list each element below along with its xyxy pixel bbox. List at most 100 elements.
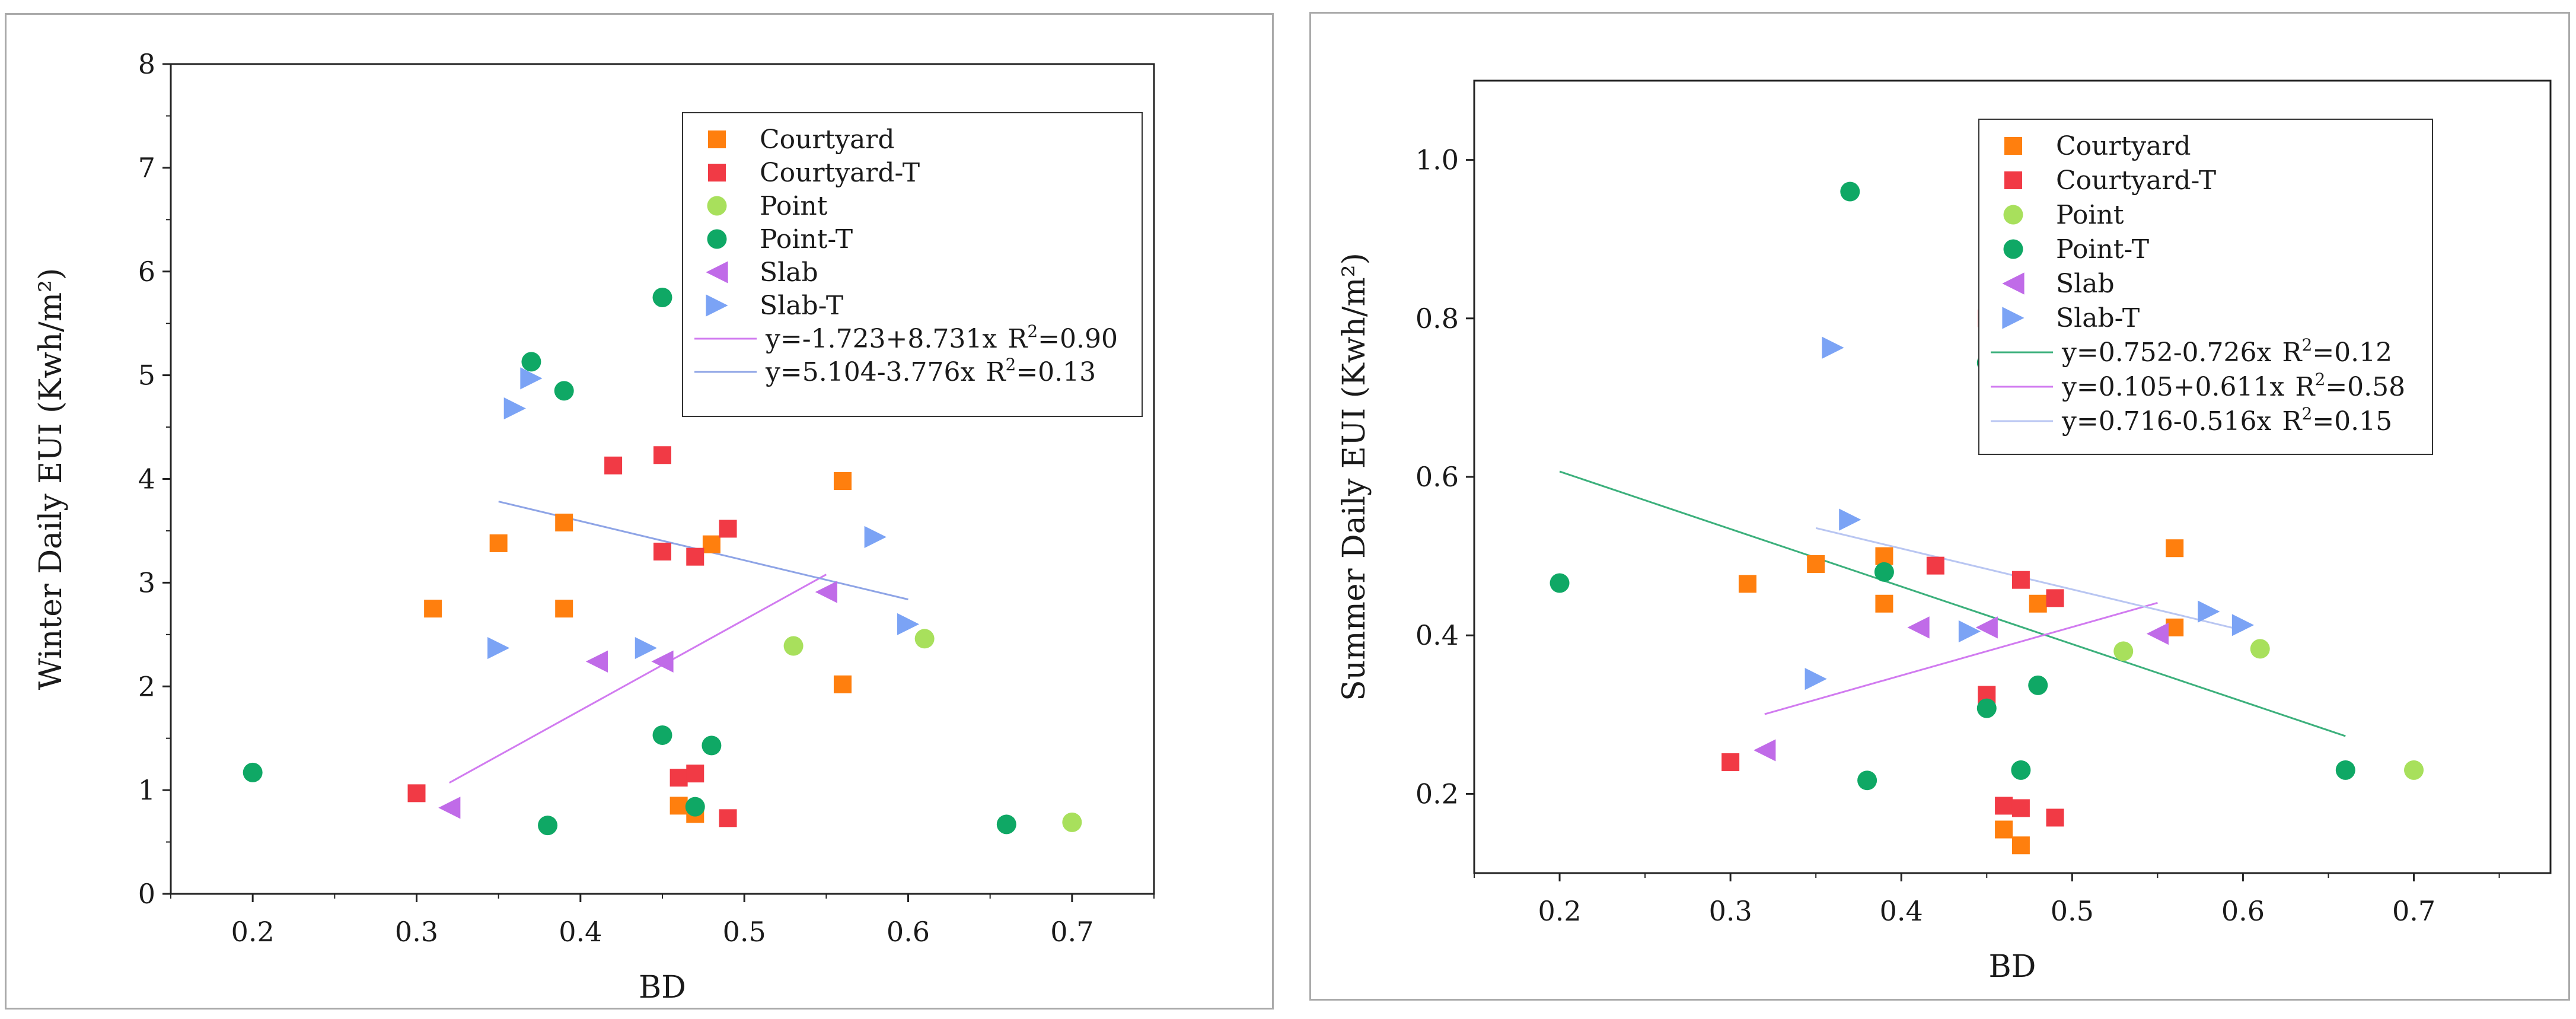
data-point	[424, 600, 442, 618]
x-tick-label: 0.4	[559, 916, 602, 948]
legend-label: Point-T	[760, 224, 853, 254]
legend-label: Slab-T	[760, 291, 843, 321]
data-point	[897, 613, 920, 635]
legend-box	[1978, 119, 2433, 455]
data-point	[1807, 555, 1825, 573]
fit-r2-value: =0.58	[2325, 372, 2405, 402]
data-point	[1550, 573, 1570, 593]
series-point	[783, 629, 1082, 832]
data-point	[2404, 760, 2424, 780]
legend-marker	[707, 229, 727, 249]
fit-r2-value: =0.90	[1038, 324, 1118, 354]
legend-label: Courtyard-T	[760, 158, 920, 188]
data-point	[653, 446, 671, 464]
legend-label: Courtyard	[2056, 131, 2191, 161]
legend-label: Slab-T	[2056, 303, 2140, 333]
fit-line	[449, 574, 827, 784]
y-tick-label: 3	[138, 566, 155, 598]
y-axis-label: Summer Daily EUI (Kwh/m²)	[1337, 253, 1372, 701]
x-axis-label: BD	[1989, 949, 2036, 985]
legend-fit-equation: y=5.104-3.776x R2=0.13	[765, 355, 1096, 387]
y-tick-label: 0.4	[1415, 619, 1459, 651]
data-point	[538, 816, 558, 836]
data-point	[2146, 622, 2169, 645]
legend-marker	[707, 196, 727, 216]
fit-r2-value: =0.12	[2312, 337, 2392, 368]
fit-equation: y=0.716-0.516x	[2061, 406, 2272, 437]
fit-r2-label: R	[1008, 324, 1028, 354]
y-tick-label: 0.6	[1415, 461, 1459, 493]
fit-equation: y=5.104-3.776x	[765, 357, 975, 387]
data-point	[833, 472, 852, 490]
legend-fit-equation: y=0.716-0.516x R2=0.15	[2061, 404, 2392, 437]
data-point	[1738, 575, 1756, 593]
data-point	[651, 650, 674, 673]
data-point	[1995, 820, 2013, 839]
data-point	[503, 397, 526, 420]
series-slab	[438, 581, 837, 819]
x-tick-label: 0.7	[1050, 916, 1093, 948]
data-point	[702, 735, 722, 756]
fit-r2-label: R	[986, 357, 1006, 387]
y-tick-label: 4	[138, 463, 155, 495]
data-point	[2011, 799, 2030, 817]
fit-line	[1764, 601, 2158, 715]
y-tick-label: 0.8	[1415, 302, 1459, 335]
data-point	[669, 769, 688, 787]
data-point	[555, 513, 573, 531]
fit-r2-superscript: 2	[2301, 404, 2312, 423]
legend-marker	[706, 294, 728, 317]
data-point	[1907, 616, 1930, 639]
fit-r2-label: R	[2282, 406, 2303, 437]
x-tick-label: 0.6	[2221, 895, 2265, 927]
data-point	[2011, 760, 2031, 780]
data-point	[604, 456, 623, 475]
legend-label: Point	[2056, 200, 2124, 230]
x-tick-label: 0.5	[2051, 895, 2094, 927]
data-point	[2198, 600, 2220, 623]
y-tick-label: 7	[138, 152, 155, 184]
y-tick-label: 0	[138, 878, 155, 910]
data-point	[1875, 547, 1893, 565]
legend-label: Courtyard	[760, 125, 895, 155]
data-point	[2166, 618, 2184, 636]
y-tick-label: 2	[138, 670, 155, 702]
data-point	[702, 535, 720, 553]
series-courtyard	[1738, 539, 2184, 855]
data-point	[2335, 760, 2355, 780]
legend-marker	[2004, 137, 2022, 155]
data-point	[489, 534, 508, 552]
fit-r2-value: =0.13	[1016, 357, 1096, 387]
summer-chart-panel: 0.2 0.3 0.4 0.5 0.6 0.7 0.2 0.4 0.6 0.8 1.0 BD Summe…	[1309, 12, 2570, 1001]
data-point	[815, 581, 837, 603]
data-point	[2250, 639, 2270, 659]
data-point	[554, 381, 574, 401]
data-point	[669, 797, 688, 815]
legend-fit-equation: y=0.752-0.726x R2=0.12	[2061, 335, 2392, 368]
x-tick-label: 0.3	[395, 916, 438, 948]
legend-fit-equation: y=0.105+0.611x R2=0.58	[2061, 370, 2405, 402]
y-tick-label: 5	[138, 359, 155, 391]
y-axis-label: Winter Daily EUI (Kwh/m²)	[33, 268, 69, 690]
fit-r2-value: =0.15	[2312, 406, 2392, 437]
winter-chart-panel: 0.2 0.3 0.4 0.5 0.6 0.7 0 1 2 3 4 5 6 7 8 BD Winter Dail…	[5, 13, 1274, 1010]
fit-r2-superscript: 2	[1027, 321, 1038, 341]
data-point	[719, 520, 737, 538]
data-point	[521, 352, 541, 372]
fit-r2-superscript: 2	[2314, 370, 2325, 389]
data-point	[1721, 753, 1740, 771]
data-point	[2231, 614, 2255, 636]
data-point	[438, 797, 461, 819]
summer-eui-chart: 0.2 0.3 0.4 0.5 0.6 0.7 0.2 0.4 0.6 0.8 1.0 BD Summe…	[1337, 79, 2552, 985]
data-point	[585, 650, 608, 673]
data-point	[1874, 562, 1894, 582]
x-axis-label: BD	[639, 970, 686, 1005]
data-point	[2113, 641, 2134, 661]
data-point	[686, 547, 704, 566]
data-point	[2046, 808, 2064, 827]
data-point	[2046, 589, 2064, 607]
y-tick-label: 0.2	[1415, 778, 1459, 810]
data-point	[719, 809, 737, 827]
legend-label: Courtyard-T	[2056, 165, 2216, 196]
data-point	[2011, 836, 2030, 855]
